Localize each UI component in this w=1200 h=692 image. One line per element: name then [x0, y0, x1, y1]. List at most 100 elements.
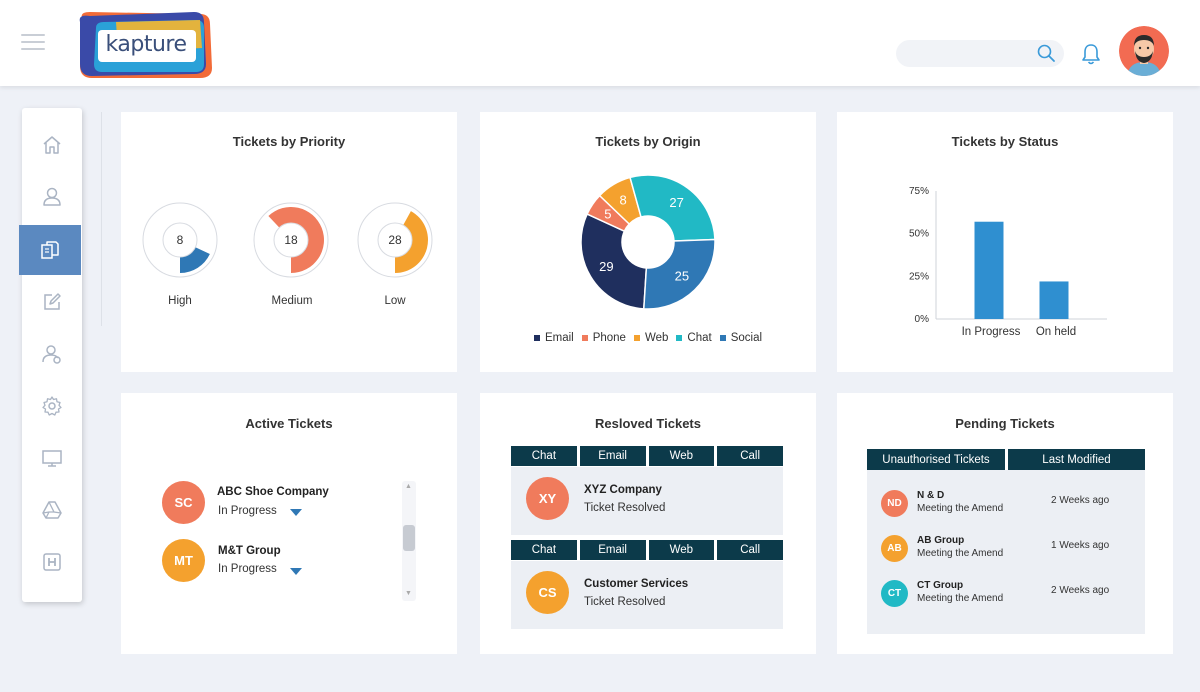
pending-item-sub: Meeting the Amend [917, 503, 1004, 514]
x-category-label: In Progress [962, 326, 1021, 338]
user-avatar[interactable] [1119, 26, 1169, 76]
resolved-ticket-name[interactable]: Customer Services [584, 578, 689, 590]
priority-segment-low[interactable] [395, 211, 428, 273]
resolved-item-panel: XY XYZ Company Ticket Resolved [511, 467, 783, 535]
legend-item-phone[interactable]: Phone [581, 332, 626, 344]
home-icon [43, 136, 61, 154]
column-last-modified[interactable]: Last Modified [1008, 449, 1145, 470]
search-input[interactable] [906, 44, 1026, 63]
hamburger-menu-icon[interactable] [21, 34, 45, 52]
legend-item-email[interactable]: Email [533, 332, 574, 344]
origin-slice-label: 5 [604, 207, 611, 222]
status-bar-in-progress[interactable] [974, 221, 1004, 319]
legend-item-chat[interactable]: Chat [676, 332, 712, 344]
active-avatar-mt[interactable]: MT [162, 539, 205, 582]
resolved-avatar-cs[interactable]: CS [526, 571, 569, 614]
priority-label-medium: Medium [271, 295, 313, 307]
pending-avatar-nd[interactable]: ND [881, 490, 908, 517]
pending-item-name[interactable]: N & D [917, 490, 945, 501]
tab-email[interactable]: Email [579, 540, 646, 560]
legend-item-social[interactable]: Social [719, 332, 762, 344]
tab-chat[interactable]: Chat [511, 540, 577, 560]
resolved-tabs-2: Chat Email Web Call [511, 540, 783, 560]
kapture-logo[interactable]: kapture [76, 8, 214, 80]
tab-web[interactable]: Web [648, 446, 715, 466]
notification-bell-icon[interactable] [1080, 42, 1102, 66]
legend-swatch [533, 335, 540, 341]
priority-center-low [377, 222, 413, 258]
sidebar-item-settings[interactable] [22, 381, 82, 431]
origin-slice-label: 29 [599, 259, 613, 274]
priority-center-high [162, 222, 198, 258]
origin-slice-social[interactable] [642, 238, 716, 310]
search-icon[interactable] [1036, 43, 1056, 63]
priority-value-high: 8 [177, 233, 184, 247]
pending-item-sub: Meeting the Amend [917, 593, 1004, 604]
status-card: Tickets by Status 0% 25% 50% 75% In Progress… [837, 112, 1173, 372]
sidebar-item-tickets[interactable] [19, 225, 81, 275]
pending-item-name[interactable]: CT Group [917, 580, 964, 591]
legend-item-web[interactable]: Web [633, 332, 669, 344]
pending-item-name[interactable]: AB Group [917, 535, 965, 546]
pending-item-time: 2 Weeks ago [1051, 495, 1110, 506]
active-ticket-name[interactable]: ABC Shoe Company [217, 486, 329, 498]
origin-card: Tickets by Origin 29 5 8 27 25 Email Phone Web… [480, 112, 816, 372]
column-unauthorised-tickets[interactable]: Unauthorised Tickets [867, 449, 1005, 470]
pending-column-headers: Unauthorised Tickets Last Modified [867, 449, 1145, 470]
user-icon [43, 187, 61, 206]
tab-chat[interactable]: Chat [511, 446, 577, 466]
top-header: kapture [0, 0, 1200, 86]
drive-icon [42, 501, 62, 519]
legend-label: Web [644, 332, 669, 344]
origin-slice-chat[interactable] [629, 174, 716, 242]
active-ticket-name[interactable]: M&T Group [218, 545, 281, 557]
priority-title: Tickets by Priority [232, 134, 346, 149]
origin-title: Tickets by Origin [595, 134, 701, 149]
sidebar-item-contacts[interactable] [22, 329, 82, 379]
status-bar-on-held[interactable] [1039, 281, 1069, 319]
scroll-thumb[interactable] [403, 525, 415, 551]
resolved-avatar-xy[interactable]: XY [526, 477, 569, 520]
search-box[interactable] [896, 40, 1064, 67]
legend-label: Phone [592, 332, 626, 344]
sidebar-item-profile[interactable] [22, 171, 82, 221]
active-scrollbar[interactable]: ▲ ▼ [402, 481, 416, 601]
sidebar-item-drive[interactable] [22, 485, 82, 535]
priority-segment-high[interactable] [180, 247, 210, 273]
sidebar-divider [101, 112, 102, 326]
active-ticket-status: In Progress [218, 563, 277, 575]
scroll-down-icon[interactable]: ▼ [405, 590, 412, 597]
pending-item-sub: Meeting the Amend [917, 548, 1004, 559]
resolved-card: Resloved Tickets Chat Email Web Call XY … [480, 393, 816, 654]
tab-web[interactable]: Web [648, 540, 715, 560]
priority-segment-medium[interactable] [268, 207, 324, 273]
pending-title: Pending Tickets [955, 416, 1055, 431]
users-icon [42, 345, 61, 364]
active-avatar-sc[interactable]: SC [162, 481, 205, 524]
sidebar-item-home[interactable] [22, 120, 82, 170]
edit-icon [44, 293, 61, 310]
status-dropdown-caret-icon[interactable] [290, 568, 302, 575]
sidebar-item-monitor[interactable] [22, 433, 82, 483]
resolved-ticket-name[interactable]: XYZ Company [584, 484, 662, 496]
origin-slice-email[interactable] [580, 213, 648, 310]
status-dropdown-caret-icon[interactable] [290, 509, 302, 516]
scroll-up-icon[interactable]: ▲ [405, 483, 412, 490]
tab-email[interactable]: Email [579, 446, 646, 466]
priority-card: Tickets by Priority 8 18 28 High Medium Lo… [121, 112, 457, 372]
origin-pie-chart: 29 58 27 25 [580, 174, 716, 310]
origin-slice-label: 27 [669, 195, 683, 210]
priority-value-low: 28 [388, 233, 402, 247]
legend-swatch [676, 335, 683, 341]
legend-swatch [719, 335, 726, 341]
legend-label: Chat [687, 332, 712, 344]
sidebar-item-h[interactable] [22, 537, 82, 587]
priority-donuts: 8 18 28 [142, 202, 433, 278]
sidebar-item-edit[interactable] [22, 277, 82, 327]
origin-slice-label: 8 [619, 192, 626, 207]
pending-avatar-ct[interactable]: CT [881, 580, 908, 607]
tab-call[interactable]: Call [717, 540, 783, 560]
pending-avatar-ab[interactable]: AB [881, 535, 908, 562]
priority-label-low: Low [384, 295, 406, 307]
tab-call[interactable]: Call [717, 446, 783, 466]
